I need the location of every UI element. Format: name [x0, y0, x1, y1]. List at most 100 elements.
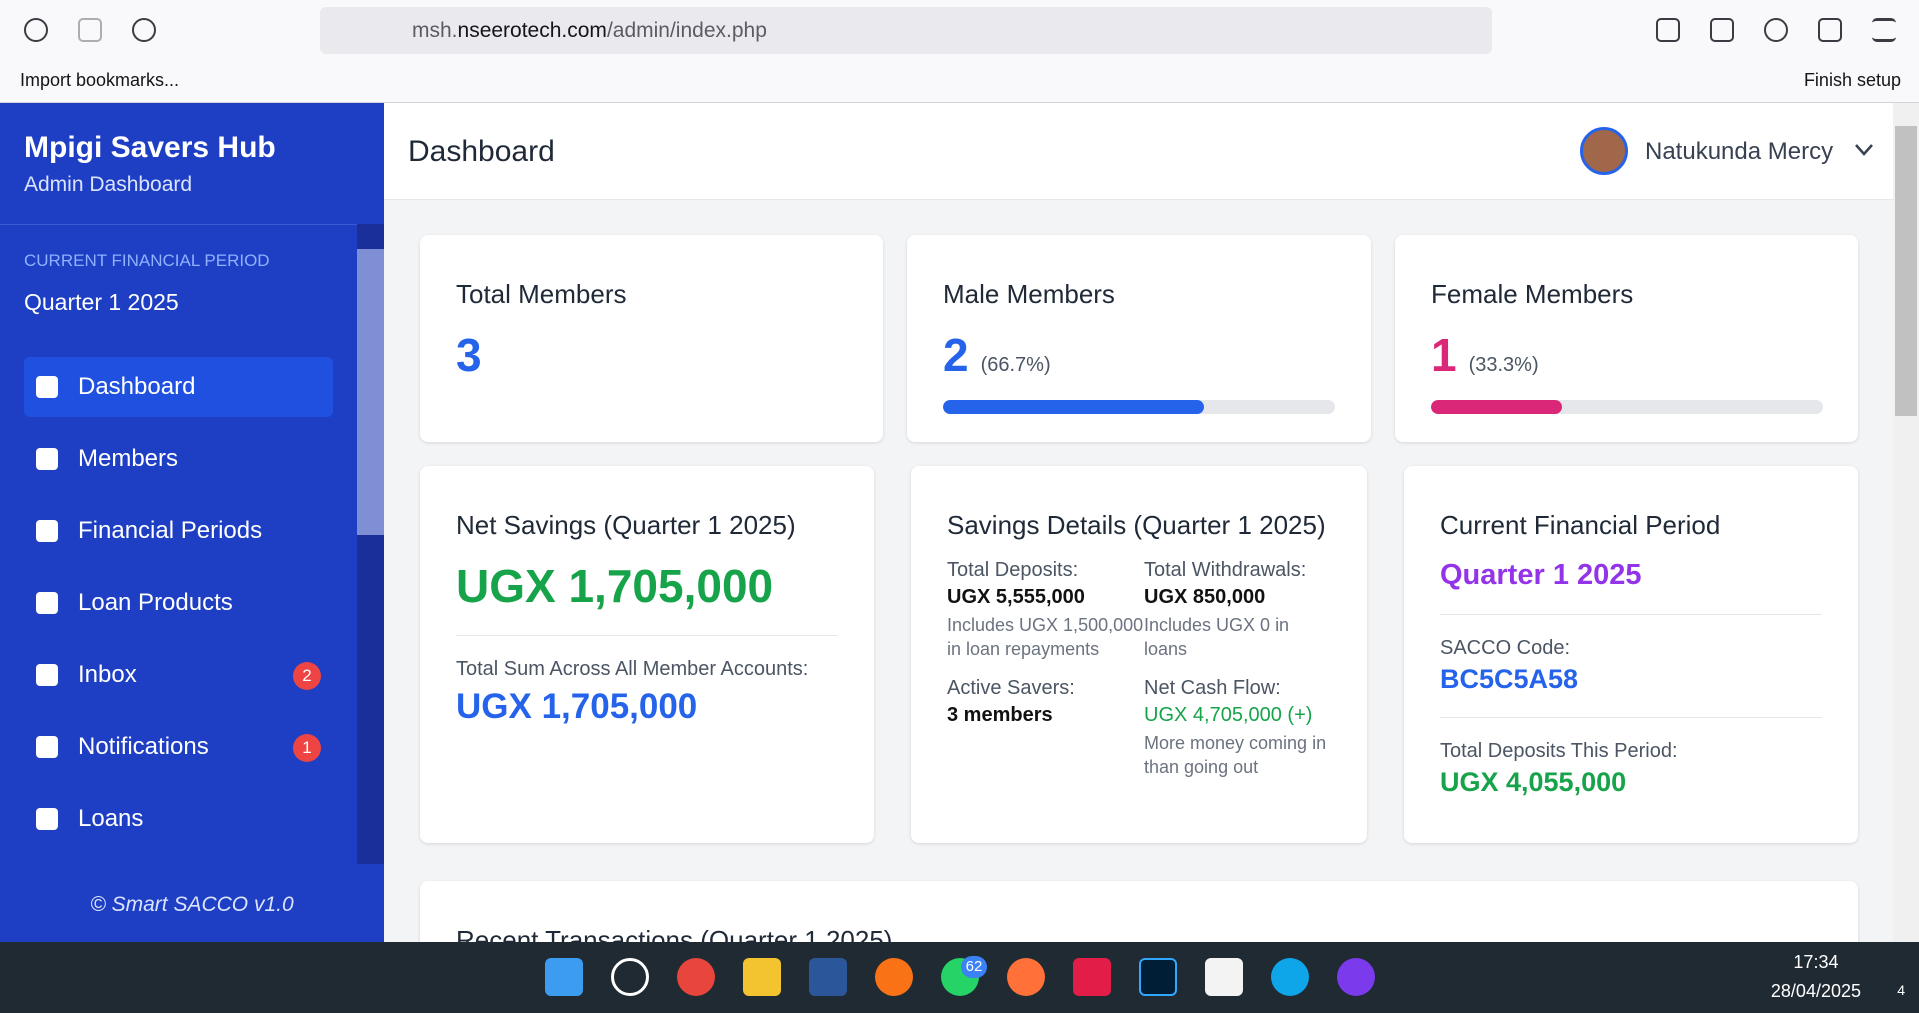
user-dropdown[interactable] [1854, 143, 1874, 157]
firefox-app[interactable] [1007, 958, 1045, 996]
label: Active Savers: [947, 677, 1075, 699]
divider [1440, 717, 1822, 718]
user-avatar[interactable] [1580, 127, 1628, 175]
divider [1440, 614, 1822, 615]
downloads-button[interactable] [1710, 18, 1734, 42]
card-title: Male Members [943, 279, 1115, 309]
word-app[interactable] [809, 958, 847, 996]
nav-icon [36, 736, 58, 758]
savings-details-card: Savings Details (Quarter 1 2025) Total D… [911, 466, 1367, 843]
forward-button[interactable] [78, 18, 102, 42]
nav-item[interactable]: Notifications 1 [24, 717, 333, 777]
canva-app[interactable] [1337, 958, 1375, 996]
note: More money coming in than going out [1144, 733, 1327, 777]
store-app[interactable] [1205, 958, 1243, 996]
address-bar[interactable]: msh.nseerotech.com/admin/index.php [320, 7, 1492, 54]
nav-item[interactable]: Dashboard [24, 357, 333, 417]
female-members-card: Female Members 1 (33.3%) [1395, 235, 1858, 442]
clock[interactable]: 17:34 28/04/2025 [1771, 952, 1861, 1002]
nav-item[interactable]: Financial Periods [24, 501, 333, 561]
nav-icon [36, 664, 58, 686]
sidebar-footer: © Smart SACCO v1.0 [90, 893, 294, 916]
url-host: nseerotech.com [457, 19, 607, 42]
search-button[interactable] [611, 958, 649, 996]
card-title: Female Members [1431, 279, 1634, 309]
total-members: 3 [456, 329, 482, 381]
label: Total Deposits This Period: [1440, 740, 1678, 762]
back-button[interactable] [24, 18, 48, 42]
explorer-app[interactable] [743, 958, 781, 996]
net-cash-flow: Net Cash Flow: UGX 4,705,000 (+) More mone… [1144, 677, 1334, 779]
notification-count[interactable]: 4 [1897, 982, 1905, 998]
chrome-app[interactable] [677, 958, 715, 996]
total-sum: UGX 1,705,000 [456, 687, 698, 726]
nav-icon [36, 376, 58, 398]
nav-item[interactable]: Members [24, 429, 333, 489]
progress-track [943, 400, 1335, 414]
card-title: Net Savings (Quarter 1 2025) [456, 510, 796, 540]
total-members-card: Total Members 3 [420, 235, 883, 442]
search-app[interactable] [875, 958, 913, 996]
label: Net Cash Flow: [1144, 677, 1281, 699]
account-button[interactable] [1764, 18, 1788, 42]
nav-item[interactable]: Loan Products [24, 573, 333, 633]
finish-setup[interactable]: Finish setup [1803, 70, 1901, 90]
pocket-button[interactable] [1656, 18, 1680, 42]
nav-icon [36, 808, 58, 830]
brand: Mpigi Savers Hub [24, 131, 276, 164]
value: UGX 850,000 [1144, 586, 1266, 608]
female-share: (33.3%) [1468, 354, 1539, 376]
value: UGX 5,555,000 [947, 586, 1085, 608]
page-scroll-thumb[interactable] [1895, 126, 1917, 416]
female-members: 1 [1431, 329, 1457, 381]
nav-icon [36, 592, 58, 614]
male-share: (66.7%) [980, 354, 1051, 376]
menu-button[interactable] [1872, 18, 1896, 42]
progress-bar [1431, 400, 1562, 414]
start-button[interactable] [545, 958, 583, 996]
label: Total Withdrawals: [1144, 559, 1307, 581]
nav-label: Loans [78, 805, 144, 832]
nav-icon [36, 520, 58, 542]
nav-label: Financial Periods [78, 517, 263, 544]
active-savers: Active Savers: 3 members [947, 677, 1144, 779]
note: Includes UGX 0 in loans [1144, 615, 1290, 659]
time: 17:34 [1793, 952, 1839, 972]
nav-label: Inbox [78, 661, 137, 688]
nav-label: Members [78, 445, 179, 472]
photoshop-app[interactable] [1139, 958, 1177, 996]
url-path: /admin/index.php [606, 19, 767, 42]
date: 28/04/2025 [1770, 981, 1861, 1001]
sacco-code: BC5C5A58 [1440, 664, 1579, 694]
period-deposits: UGX 4,055,000 [1440, 767, 1627, 797]
net-savings: UGX 1,705,000 [456, 560, 774, 612]
card-title: Current Financial Period [1440, 510, 1721, 540]
note: Includes UGX 1,500,000 in loan repayment… [947, 615, 1144, 659]
url-prefix: msh. [412, 19, 458, 42]
nav-item[interactable]: Inbox 2 [24, 645, 333, 705]
page-title: Dashboard [408, 135, 555, 168]
whatsapp-badge: 62 [961, 956, 987, 978]
sidebar: Mpigi Savers Hub Admin Dashboard CURRENT… [0, 103, 384, 942]
import-bookmarks[interactable]: Import bookmarks... [20, 70, 180, 90]
edge-app[interactable] [1271, 958, 1309, 996]
progress-track [1431, 400, 1823, 414]
taskbar: 62 17:34 28/04/2025 4 [0, 942, 1919, 1013]
divider [0, 224, 384, 225]
card-title: Savings Details (Quarter 1 2025) [947, 510, 1326, 540]
progress-bar [943, 400, 1205, 414]
recorder-app[interactable] [1073, 958, 1111, 996]
nav-badge: 1 [293, 734, 321, 762]
extensions-button[interactable] [1818, 18, 1842, 42]
male-members: 2 [943, 329, 969, 381]
reload-button[interactable] [132, 18, 156, 42]
user-name[interactable]: Natukunda Mercy [1645, 138, 1834, 165]
withdrawals: Total Withdrawals: UGX 850,000 Includes UG… [1144, 559, 1334, 661]
period: Quarter 1 2025 [1440, 559, 1642, 591]
value: UGX 4,705,000 (+) [1144, 704, 1313, 726]
sidebar-scroll-thumb[interactable] [357, 249, 384, 535]
nav-item[interactable]: Loans [24, 789, 333, 849]
label: SACCO Code: [1440, 637, 1571, 659]
card-title: Total Members [456, 279, 627, 309]
label: Total Deposits: [947, 559, 1079, 581]
